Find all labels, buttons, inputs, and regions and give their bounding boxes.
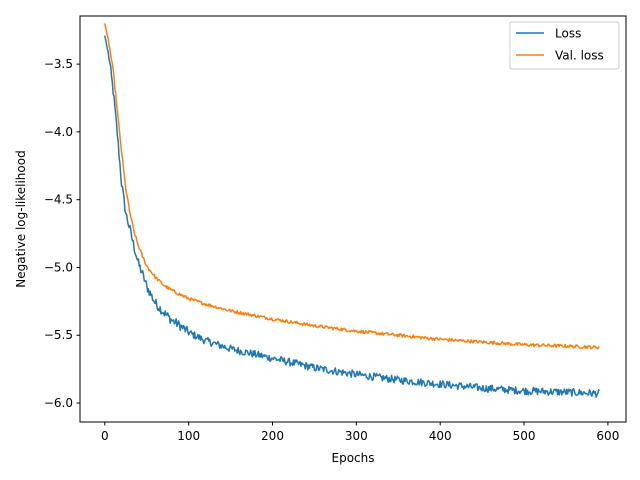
y-axis: −6.0 −5.5 −5.0 −4.5 −4.0 −3.5 [44, 57, 80, 410]
x-tick-label: 200 [261, 429, 284, 443]
x-tick-label: 0 [101, 429, 109, 443]
y-axis-label: Negative log-likelihood [14, 150, 28, 287]
y-tick-label: −6.0 [44, 396, 73, 410]
x-tick-label: 600 [596, 429, 619, 443]
x-axis: 0 100 200 300 400 500 600 [101, 422, 619, 443]
y-tick-label: −4.0 [44, 125, 73, 139]
y-tick-label: −3.5 [44, 57, 73, 71]
series-line-loss [104, 35, 601, 398]
y-tick-label: −5.5 [44, 328, 73, 342]
x-tick-label: 400 [429, 429, 452, 443]
series-line-val-loss [104, 23, 600, 350]
plot-frame [79, 15, 627, 423]
legend: Loss Val. loss [509, 21, 620, 70]
x-tick-label: 300 [345, 429, 368, 443]
plot-series [104, 23, 601, 398]
legend-label-loss: Loss [555, 27, 581, 41]
x-tick-label: 500 [513, 429, 536, 443]
legend-label-val-loss: Val. loss [555, 49, 604, 63]
x-axis-label: Epochs [332, 451, 375, 465]
y-tick-label: −4.5 [44, 193, 73, 207]
y-tick-label: −5.0 [44, 260, 73, 274]
x-tick-label: 100 [177, 429, 200, 443]
